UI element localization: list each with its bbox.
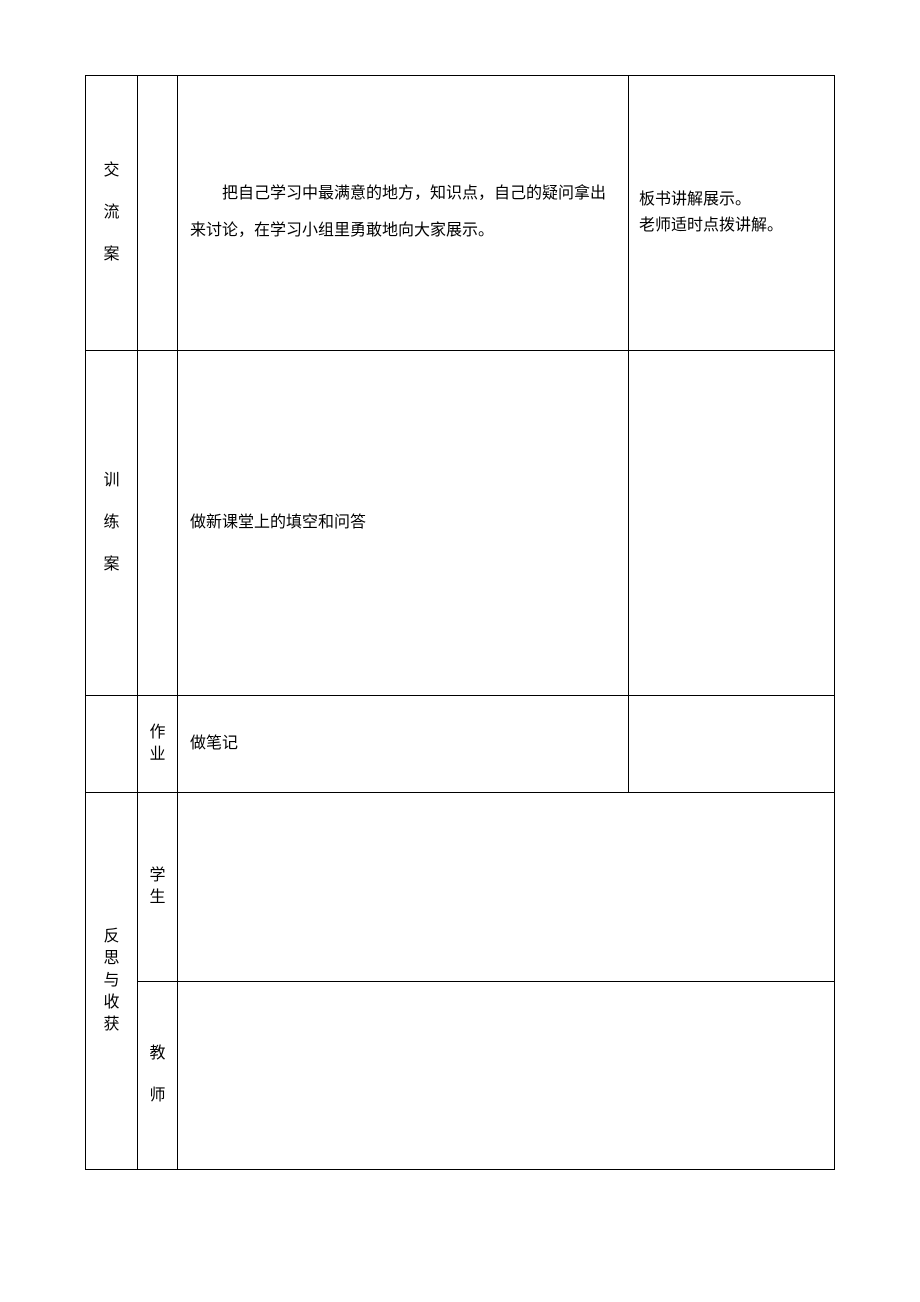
row-content-cell: 做笔记 — [178, 696, 629, 792]
label-char: 与 — [103, 973, 119, 989]
label-char: 案 — [103, 557, 119, 573]
reflection-teacher-row: 教 师 — [138, 982, 834, 1170]
row-label-cell: 反 思 与 收 获 — [86, 793, 138, 1169]
row-sublabel-cell — [138, 76, 178, 350]
label-char: 获 — [103, 1017, 119, 1033]
row-label-cell: 训 练 案 — [86, 351, 138, 695]
row-content-text: 做笔记 — [190, 731, 238, 757]
label-char: 交 — [103, 163, 119, 179]
reflection-subrows: 学 生 教 师 — [138, 793, 834, 1169]
row-label: 交 流 案 — [103, 150, 119, 276]
row-content-text: 把自己学习中最满意的地方，知识点，自己的疑问拿出来讨论，在学习小组里勇敢地向大家… — [190, 176, 616, 250]
lesson-plan-table: 交 流 案 把自己学习中最满意的地方，知识点，自己的疑问拿出来讨论，在学习小组里… — [85, 75, 835, 1170]
table-row-exchange: 交 流 案 把自己学习中最满意的地方，知识点，自己的疑问拿出来讨论，在学习小组里… — [86, 76, 834, 351]
sublabel-char: 学 — [149, 868, 165, 884]
label-char: 案 — [103, 247, 119, 263]
row-note-text: 板书讲解展示。 老师适时点拨讲解。 — [639, 187, 783, 238]
row-content-cell: 把自己学习中最满意的地方，知识点，自己的疑问拿出来讨论，在学习小组里勇敢地向大家… — [178, 76, 629, 350]
label-char: 练 — [103, 515, 119, 531]
row-sublabel-cell: 作 业 — [138, 696, 178, 792]
row-sublabel-cell — [138, 351, 178, 695]
sublabel-char: 业 — [149, 747, 165, 763]
row-content-cell — [178, 793, 834, 981]
sublabel-char: 作 — [149, 725, 165, 741]
sublabel-char: 生 — [149, 890, 165, 906]
sublabel-char: 教 — [149, 1046, 165, 1062]
note-line: 板书讲解展示。 — [639, 187, 783, 213]
label-char: 训 — [103, 473, 119, 489]
label-char: 收 — [103, 995, 119, 1011]
row-sublabel: 教 师 — [149, 1033, 165, 1117]
note-line: 老师适时点拨讲解。 — [639, 213, 783, 239]
row-note-cell: 板书讲解展示。 老师适时点拨讲解。 — [629, 76, 834, 350]
row-content-text: 做新课堂上的填空和问答 — [190, 510, 366, 536]
reflection-student-row: 学 生 — [138, 793, 834, 982]
sublabel-char: 师 — [149, 1088, 165, 1104]
label-char: 流 — [103, 205, 119, 221]
row-label: 训 练 案 — [103, 460, 119, 586]
row-label-cell — [86, 696, 138, 792]
row-sublabel-cell: 学 生 — [138, 793, 178, 981]
table-row-homework: 作 业 做笔记 — [86, 696, 834, 793]
row-sublabel: 学 生 — [149, 865, 165, 909]
row-label: 反 思 与 收 获 — [103, 926, 119, 1036]
row-sublabel-cell: 教 师 — [138, 982, 178, 1170]
table-row-training: 训 练 案 做新课堂上的填空和问答 — [86, 351, 834, 696]
row-note-cell — [629, 696, 834, 792]
row-sublabel: 作 业 — [149, 722, 165, 766]
row-label-cell: 交 流 案 — [86, 76, 138, 350]
label-char: 反 — [103, 929, 119, 945]
label-char: 思 — [103, 951, 119, 967]
table-row-reflection: 反 思 与 收 获 学 生 教 — [86, 793, 834, 1169]
row-content-cell: 做新课堂上的填空和问答 — [178, 351, 629, 695]
row-note-cell — [629, 351, 834, 695]
row-content-cell — [178, 982, 834, 1170]
